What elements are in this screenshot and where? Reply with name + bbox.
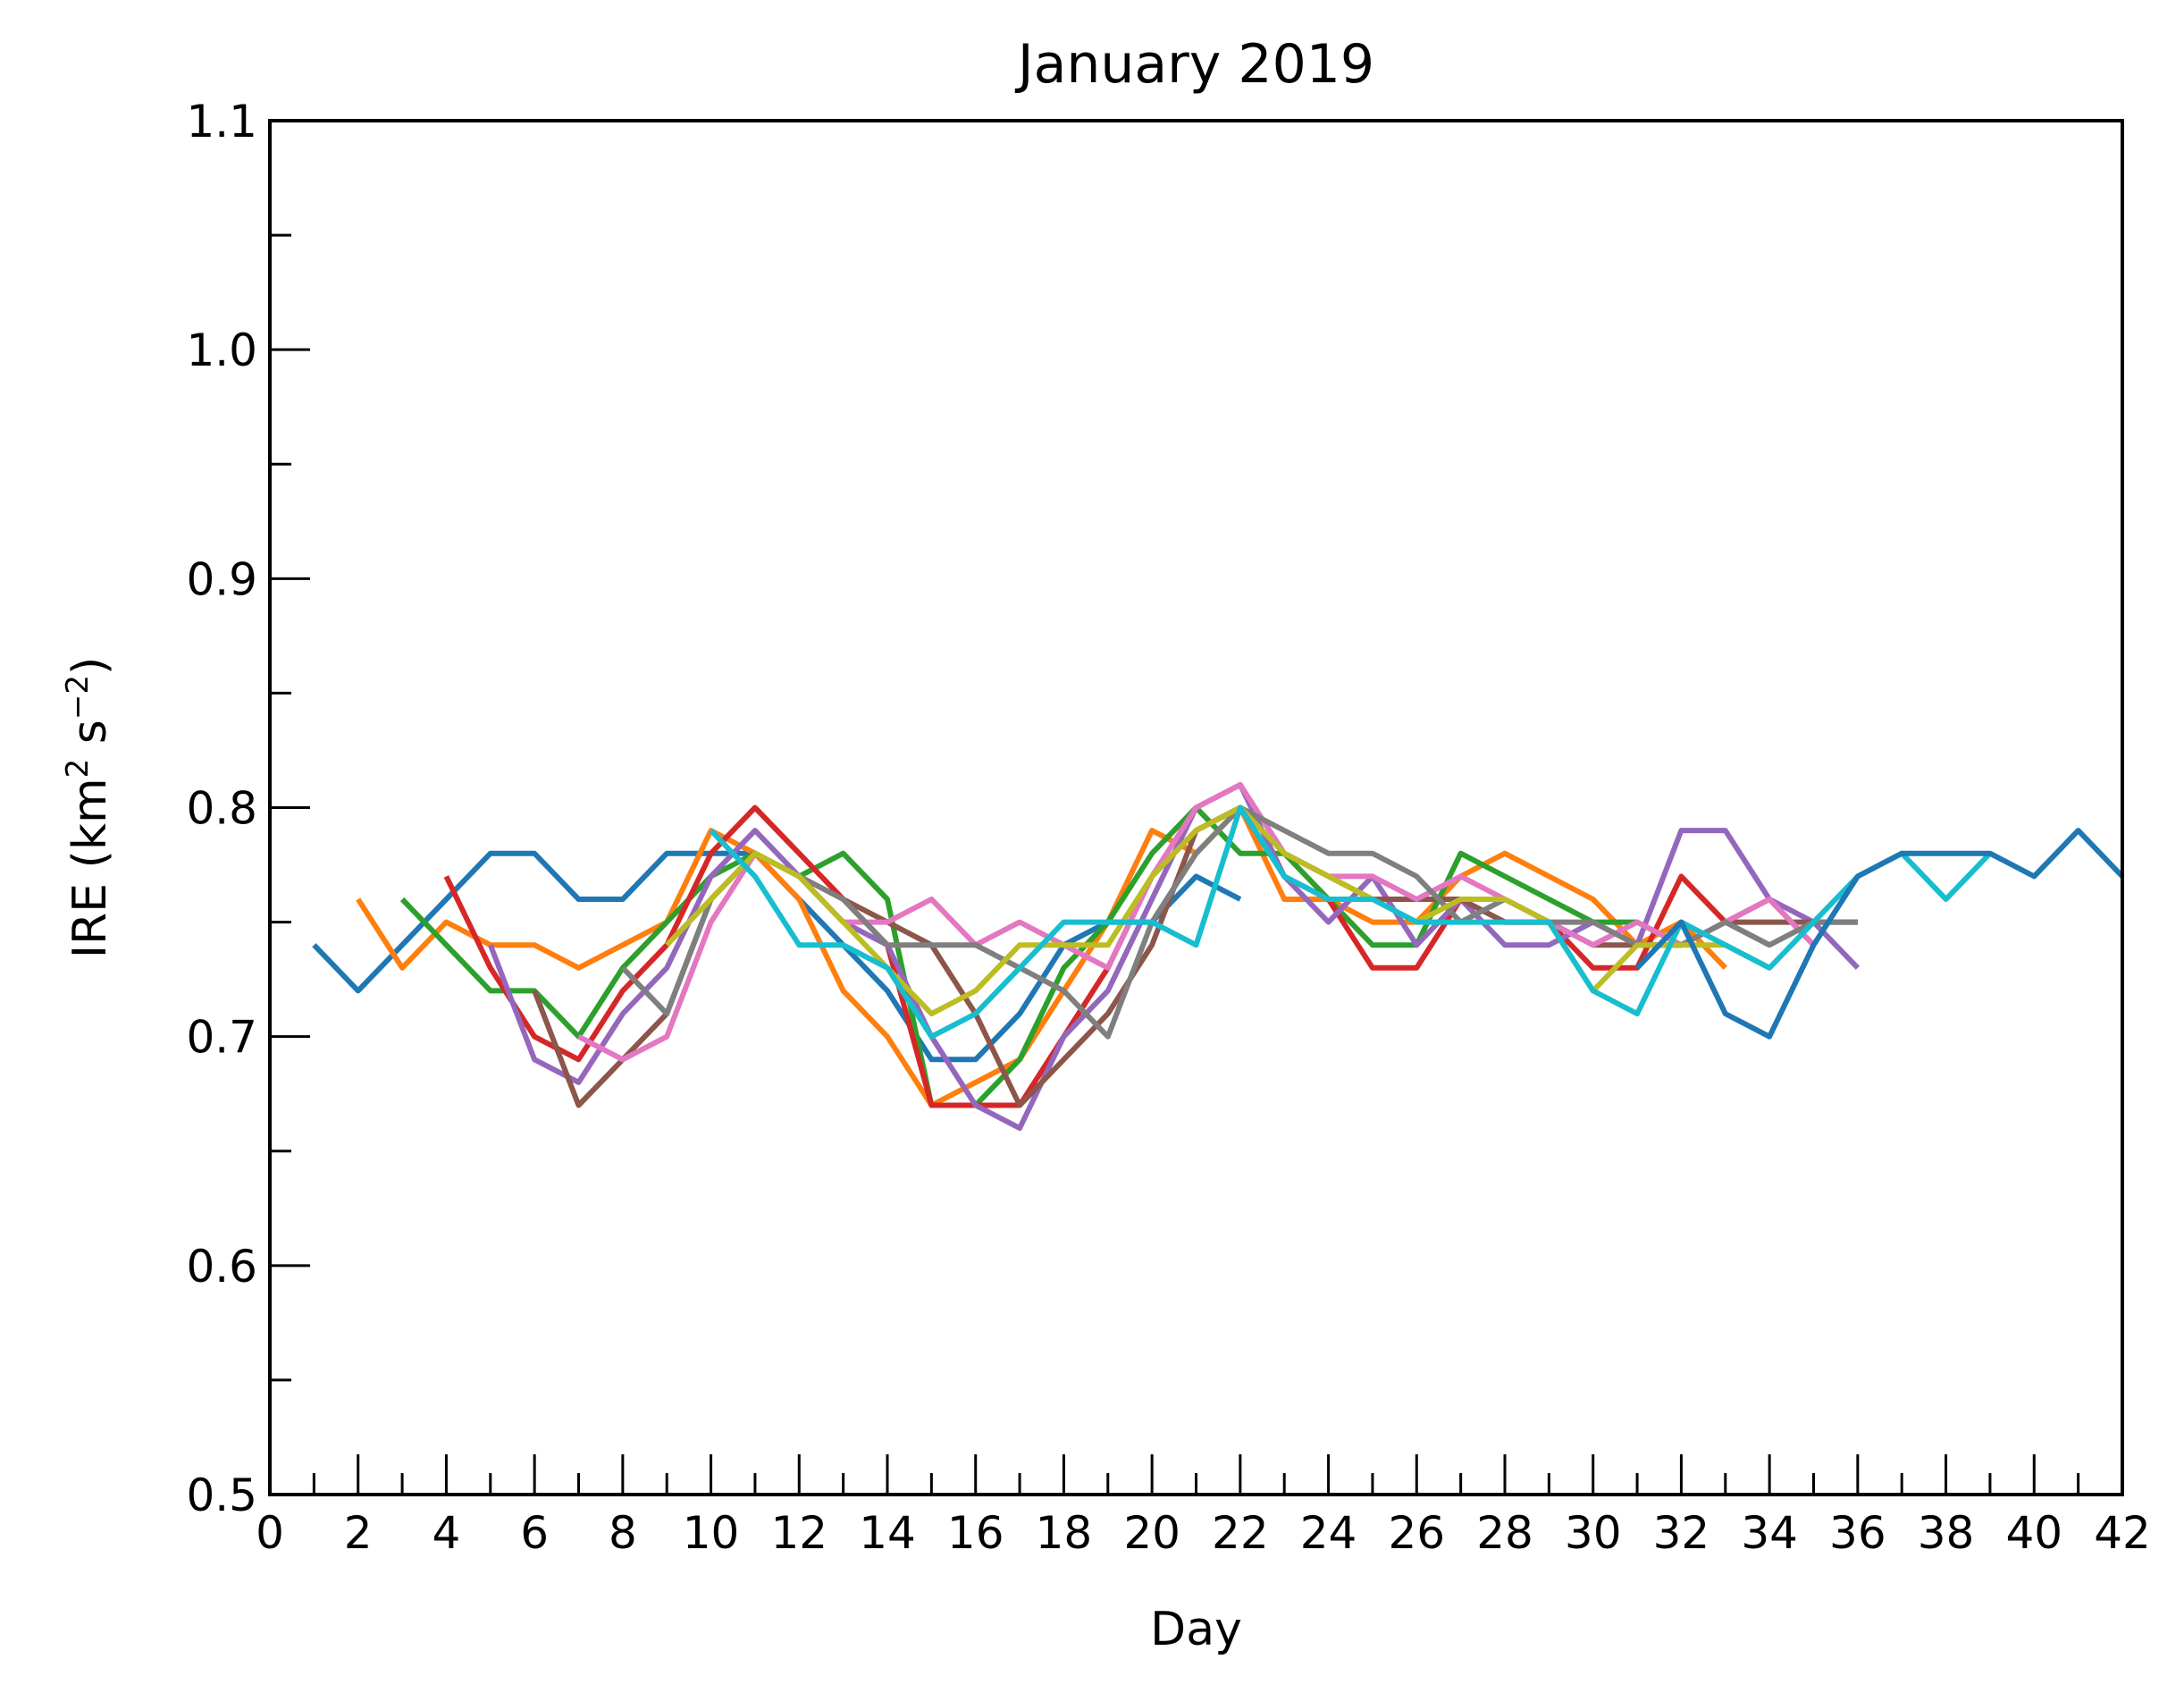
plot-frame — [268, 119, 2124, 1496]
y-axis-title-part-3: ) — [63, 657, 117, 675]
y-tick-label-0.5: 0.5 — [186, 1470, 257, 1521]
series-line-4 — [443, 804, 1816, 1108]
y-axis-title-part-1: IRE (km — [63, 778, 117, 958]
x-tick-label-0: 0 — [256, 1507, 284, 1559]
y-axis-title-exp-2: −2 — [60, 675, 96, 720]
x-tick-label-40: 40 — [2005, 1507, 2062, 1559]
x-tick-label-2: 2 — [344, 1507, 373, 1559]
y-tick-label-0.7: 0.7 — [186, 1012, 257, 1064]
x-tick-label-26: 26 — [1388, 1507, 1445, 1559]
y-tick-labels: 0.5 0.6 0.7 0.8 0.9 1.0 1.1 — [186, 96, 257, 1521]
x-tick-label-30: 30 — [1565, 1507, 1622, 1559]
x-tick-label-8: 8 — [609, 1507, 637, 1559]
x-tick-label-10: 10 — [683, 1507, 740, 1559]
y-axis-title-part-2: s — [63, 720, 117, 759]
y-tick-label-0.9: 0.9 — [186, 553, 257, 605]
x-tick-labels: 0 2 4 6 8 10 12 14 16 18 20 22 24 26 28 30 32 34 36 38 40 42 — [256, 1507, 2151, 1559]
y-axis-title: IRE (km2 s−2) — [60, 657, 117, 959]
y-axis-title-exp-1: 2 — [60, 759, 96, 779]
y-tick-label-0.8: 0.8 — [186, 783, 257, 835]
x-tick-label-34: 34 — [1741, 1507, 1798, 1559]
y-tick-label-0.6: 0.6 — [186, 1241, 257, 1293]
x-tick-label-36: 36 — [1829, 1507, 1886, 1559]
x-tick-label-6: 6 — [520, 1507, 549, 1559]
series-line-10 — [709, 804, 1993, 1040]
x-tick-label-24: 24 — [1300, 1507, 1357, 1559]
series-layer — [312, 781, 2125, 1132]
x-tick-label-20: 20 — [1123, 1507, 1180, 1559]
x-tick-label-28: 28 — [1476, 1507, 1533, 1559]
x-tick-label-22: 22 — [1212, 1507, 1269, 1559]
x-tick-label-16: 16 — [947, 1507, 1004, 1559]
x-tick-label-32: 32 — [1653, 1507, 1710, 1559]
x-tick-label-42: 42 — [2094, 1507, 2151, 1559]
y-tick-label-1.1: 1.1 — [186, 96, 257, 147]
series-line-11 — [1634, 828, 2125, 1040]
chart-title: January 2019 — [1014, 33, 1374, 96]
x-tick-label-38: 38 — [1918, 1507, 1975, 1559]
ticks-layer — [268, 119, 2124, 1496]
y-tick-label-1.0: 1.0 — [186, 324, 257, 376]
x-tick-label-4: 4 — [433, 1507, 461, 1559]
x-tick-label-12: 12 — [770, 1507, 827, 1559]
x-tick-label-14: 14 — [859, 1507, 916, 1559]
x-axis-title: Day — [1150, 1603, 1242, 1656]
x-tick-label-18: 18 — [1036, 1507, 1093, 1559]
series-line-2 — [356, 804, 1727, 1108]
